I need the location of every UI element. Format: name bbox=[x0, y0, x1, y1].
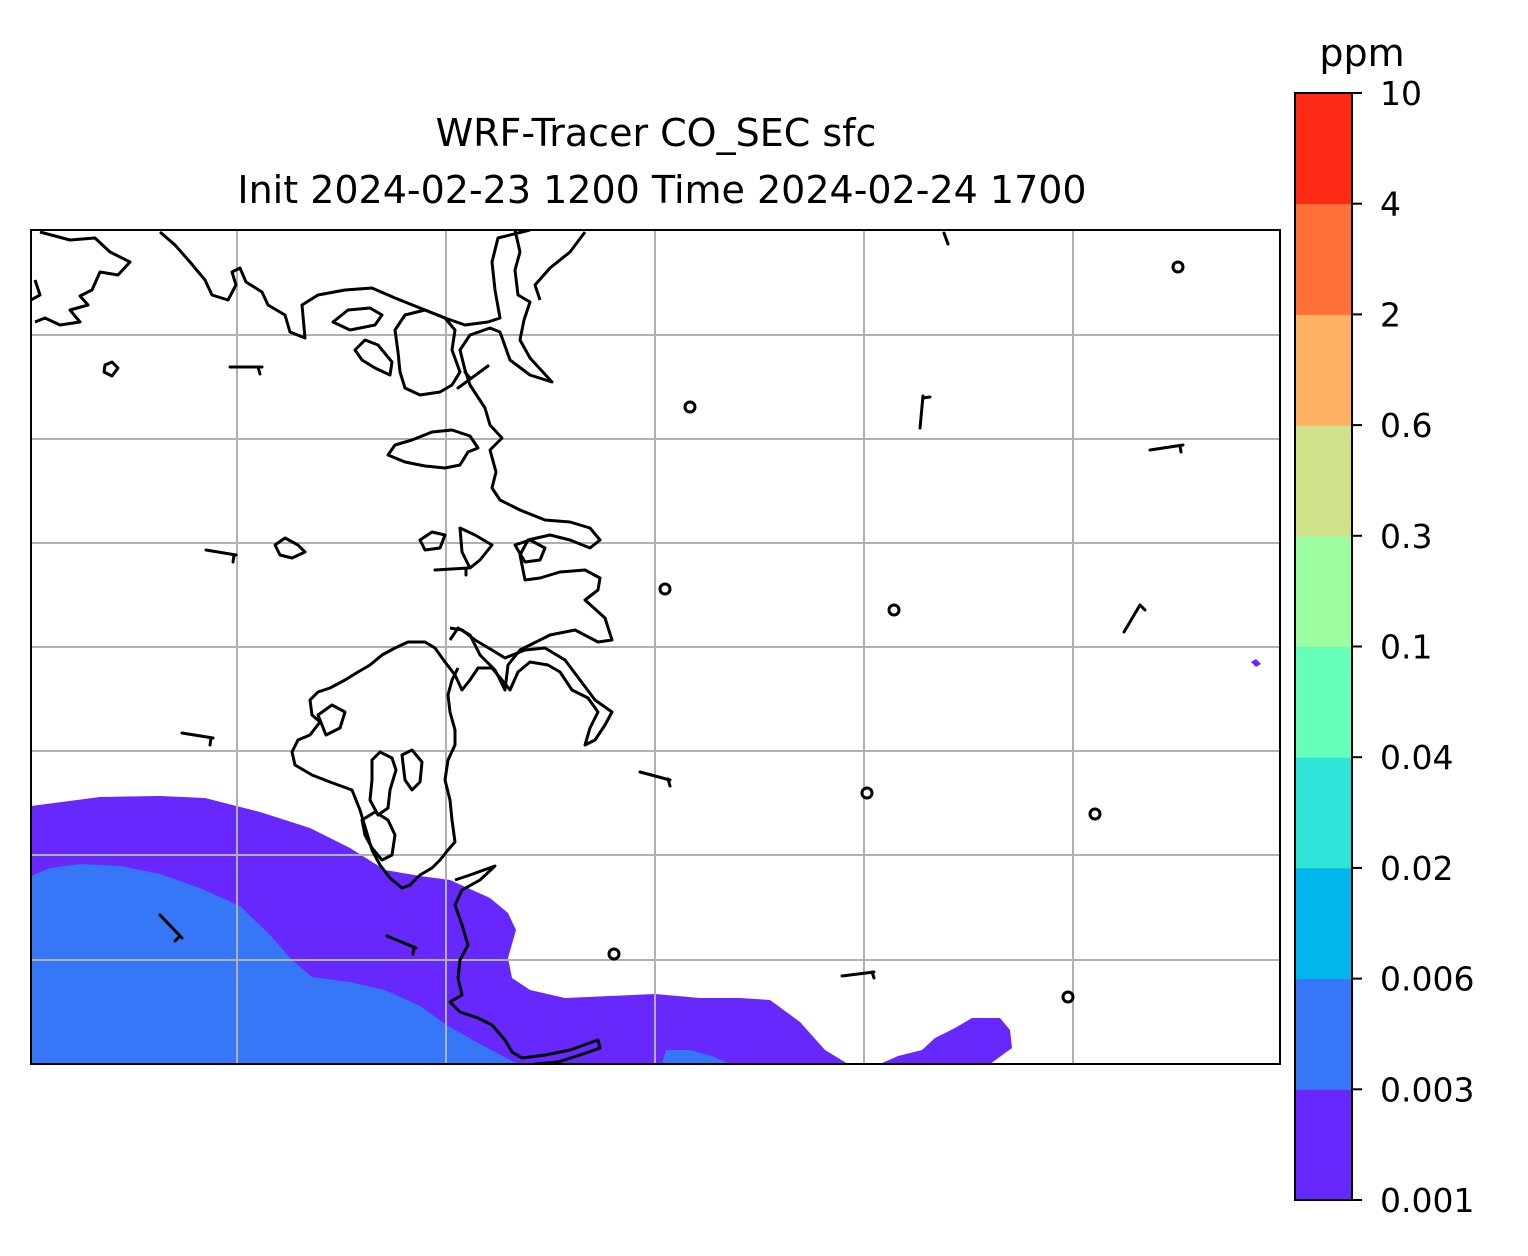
colorbar-tick-label: 0.006 bbox=[1380, 960, 1474, 999]
colorbar-segments bbox=[1295, 93, 1352, 1201]
coastlines bbox=[31, 230, 614, 1064]
colorbar-tick-label: 2 bbox=[1380, 295, 1401, 334]
wind-barb-13 bbox=[942, 231, 950, 246]
coastline-lake-1 bbox=[331, 306, 384, 332]
wind-barb-3 bbox=[918, 394, 932, 430]
wind-barb-4 bbox=[1148, 443, 1185, 454]
colorbar-segment-6 bbox=[1295, 425, 1352, 537]
wind-barb-8 bbox=[180, 731, 215, 747]
colorbar-tick-label: 0.6 bbox=[1380, 406, 1432, 445]
map-frame bbox=[30, 229, 1281, 1065]
wind-barbs bbox=[158, 231, 1185, 980]
title-line-1: WRF-Tracer CO_SEC sfc bbox=[436, 111, 877, 155]
colorbar-unit-label: ppm bbox=[1319, 31, 1404, 75]
colorbar-tick-label: 0.3 bbox=[1380, 517, 1432, 556]
coastline-inlet-2 bbox=[368, 750, 398, 817]
coastline-north bbox=[31, 230, 614, 692]
colorbar-ticks: 0.001 0.003 0.006 0.02 0.04 0.1 0.3 0.6 2 4 10 bbox=[1352, 74, 1474, 1220]
coastline-fjord bbox=[393, 308, 462, 397]
contour-fill-0.003-south bbox=[662, 1050, 730, 1064]
coastline-small-island-2 bbox=[273, 536, 307, 560]
calm-circle-2 bbox=[683, 400, 697, 414]
wind-barb-11 bbox=[385, 934, 418, 956]
colorbar-segment-1 bbox=[1295, 978, 1352, 1090]
colorbar-tick-label: 0.001 bbox=[1380, 1181, 1474, 1220]
coastline-bay bbox=[353, 338, 394, 377]
gridlines bbox=[31, 230, 1280, 1064]
map-panel bbox=[30, 229, 1281, 1065]
calm-circle-5 bbox=[860, 786, 874, 800]
coastline-peninsula bbox=[418, 526, 547, 570]
wind-barb-2 bbox=[456, 364, 490, 390]
colorbar-tick-label: 0.02 bbox=[1380, 849, 1453, 888]
calm-circle-3 bbox=[658, 582, 672, 596]
contour-fill-0.003 bbox=[31, 864, 520, 1064]
colorbar-segment-5 bbox=[1295, 535, 1352, 647]
calm-circle-8 bbox=[1061, 990, 1075, 1004]
wind-barb-6 bbox=[433, 566, 470, 577]
wind-barb-9 bbox=[638, 770, 672, 788]
colorbar-segment-3 bbox=[1295, 757, 1352, 869]
calm-wind-circles bbox=[607, 260, 1185, 1004]
colorbar-segment-2 bbox=[1295, 867, 1352, 980]
colorbar-segment-9 bbox=[1295, 93, 1352, 205]
colorbar-tick-label: 0.1 bbox=[1380, 628, 1432, 667]
coastline-southern-coast bbox=[448, 864, 602, 1064]
coastline-south bbox=[290, 626, 614, 890]
colorbar-tick-label: 0.003 bbox=[1380, 1070, 1474, 1109]
colorbar-segment-4 bbox=[1295, 646, 1352, 758]
wind-barb-7 bbox=[1122, 603, 1147, 634]
colorbar-segment-0 bbox=[1295, 1089, 1352, 1201]
wind-barb-10 bbox=[158, 913, 184, 943]
colorbar-tick-label: 10 bbox=[1380, 74, 1422, 113]
coastline-inlet-4 bbox=[316, 703, 347, 737]
coastline-inlet-3 bbox=[400, 748, 424, 792]
colorbar-tick-label: 0.04 bbox=[1380, 738, 1453, 777]
wind-barb-1 bbox=[228, 365, 264, 376]
coastline-islands-mid bbox=[386, 428, 480, 470]
wind-barb-5 bbox=[204, 548, 238, 564]
contour-fill-0.001-speck bbox=[1251, 659, 1261, 667]
colorbar: ppm 0.001 0.003 0.006 0.02 0.04 0.1 0.3 0.6 2 4 10 bbox=[1294, 31, 1474, 1220]
wind-barb-12 bbox=[840, 970, 876, 980]
colorbar-segment-7 bbox=[1295, 314, 1352, 426]
calm-circle-1 bbox=[1171, 260, 1185, 274]
calm-circle-6 bbox=[1088, 807, 1102, 821]
coastline-small-island-1 bbox=[102, 360, 120, 378]
colorbar-segment-8 bbox=[1295, 203, 1352, 315]
calm-circle-7 bbox=[607, 947, 621, 961]
title-line-2: Init 2024-02-23 1200 Time 2024-02-24 170… bbox=[237, 168, 1086, 212]
calm-circle-4 bbox=[887, 603, 901, 617]
contour-fill-0.001-east bbox=[880, 1018, 1012, 1064]
colorbar-tick-label: 4 bbox=[1380, 185, 1401, 224]
